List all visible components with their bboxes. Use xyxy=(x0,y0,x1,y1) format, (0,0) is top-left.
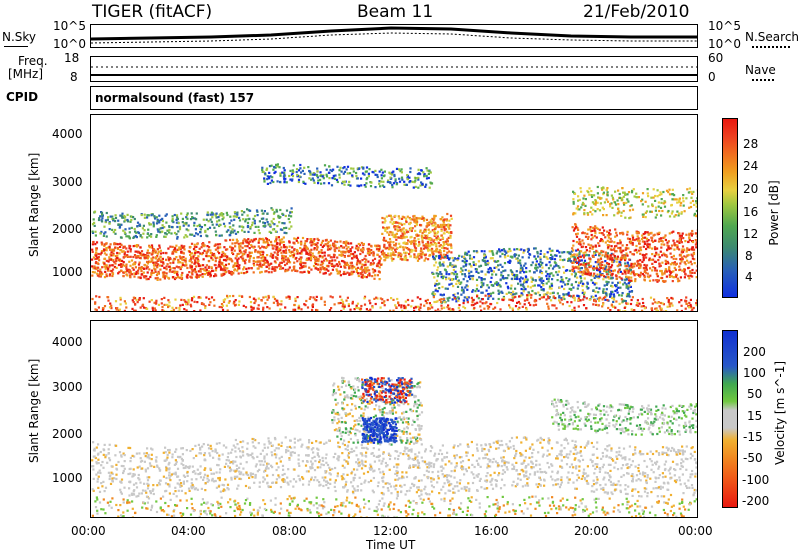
cpid-label: CPID xyxy=(6,90,39,104)
power-ylabel: Slant Range [km] xyxy=(27,152,41,257)
power-cbar-8: 8 xyxy=(745,249,753,263)
velocity-field xyxy=(91,376,697,517)
freq-right-label: Nave xyxy=(745,63,776,77)
velocity-ytick-1000: 1000 xyxy=(52,471,83,485)
beam-title: Beam 11 xyxy=(357,2,434,22)
noise-sky-trace xyxy=(91,26,697,41)
velocity-colorbar xyxy=(722,330,738,508)
noise-tick-left-bottom: 10^0 xyxy=(53,37,86,51)
power-ytick-3000: 3000 xyxy=(52,175,83,189)
velocity-colorbar-gradient xyxy=(723,331,737,507)
noise-search-trace xyxy=(91,32,697,44)
xtick-5: 20:00 xyxy=(574,524,609,538)
xtick-6: 00:00 xyxy=(678,524,713,538)
velocity-scatter-fill xyxy=(91,376,697,517)
noise-traces xyxy=(91,26,697,44)
velocity-cbar--200: -200 xyxy=(742,494,770,508)
freq-tick-right-bottom: 0 xyxy=(708,70,716,84)
noise-left-label: N.Sky xyxy=(2,30,37,44)
xtick-0: 00:00 xyxy=(71,524,106,538)
xtick-4: 16:00 xyxy=(474,524,509,538)
power-panel xyxy=(90,114,698,312)
freq-left-label-1: Freq. xyxy=(18,54,48,68)
power-field xyxy=(91,163,697,311)
power-cbar-12: 12 xyxy=(743,227,759,241)
power-colorbar-gradient xyxy=(723,119,737,297)
freq-traces xyxy=(91,66,697,76)
power-cbar-16: 16 xyxy=(743,205,759,219)
noise-panel xyxy=(90,24,698,48)
date-title: 21/Feb/2010 xyxy=(583,2,690,22)
power-cbar-24: 24 xyxy=(743,159,759,173)
cpid-panel: normalsound (fast) 157 xyxy=(90,86,698,110)
freq-left-label-2: [MHz] xyxy=(8,67,44,81)
freq-panel xyxy=(90,56,698,82)
velocity-ytick-3000: 3000 xyxy=(52,380,83,394)
velocity-cbar--50: -50 xyxy=(743,451,763,465)
power-ytick-1000: 1000 xyxy=(52,265,83,279)
velocity-ytick-4000: 4000 xyxy=(52,335,83,349)
noise-right-dots xyxy=(752,46,790,48)
cpid-value: normalsound (fast) 157 xyxy=(95,91,255,105)
noise-left-underline xyxy=(4,46,28,47)
velocity-cbar--100: -100 xyxy=(742,473,770,487)
xaxis-label: Time UT xyxy=(366,538,416,552)
power-colorbar-label: Power [dB] xyxy=(767,180,781,246)
power-ytick-4000: 4000 xyxy=(52,127,83,141)
noise-tick-right-top: 10^5 xyxy=(708,19,741,33)
velocity-ylabel: Slant Range [km] xyxy=(27,358,41,463)
velocity-cbar--15: -15 xyxy=(743,430,763,444)
noise-right-label: N.Search xyxy=(745,30,800,44)
freq-tick-left-top: 18 xyxy=(64,51,80,65)
velocity-colorbar-label: Velocity [m s^-1] xyxy=(773,360,787,465)
power-cbar-28: 28 xyxy=(743,137,759,151)
freq-right-dots xyxy=(752,79,774,81)
power-cbar-20: 20 xyxy=(743,182,759,196)
noise-tick-left-top: 10^5 xyxy=(53,19,86,33)
xtick-1: 04:00 xyxy=(171,524,206,538)
freq-tick-right-top: 60 xyxy=(708,51,724,65)
noise-tick-right-bottom: 10^0 xyxy=(708,37,741,51)
power-colorbar xyxy=(722,118,738,298)
velocity-cbar-200: 200 xyxy=(743,345,766,359)
radar-title: TIGER (fitACF) xyxy=(92,2,213,22)
power-scatter-fill xyxy=(91,163,697,311)
xtick-2: 08:00 xyxy=(272,524,307,538)
power-ytick-2000: 2000 xyxy=(52,222,83,236)
power-cbar-4: 4 xyxy=(745,270,753,284)
velocity-panel xyxy=(90,320,698,518)
velocity-ytick-2000: 2000 xyxy=(52,427,83,441)
velocity-cbar-100: 100 xyxy=(743,366,766,380)
velocity-cbar-15: 15 xyxy=(747,409,763,423)
xtick-3: 12:00 xyxy=(373,524,408,538)
velocity-cbar-50: 50 xyxy=(747,387,763,401)
freq-tick-left-bottom: 8 xyxy=(70,70,78,84)
